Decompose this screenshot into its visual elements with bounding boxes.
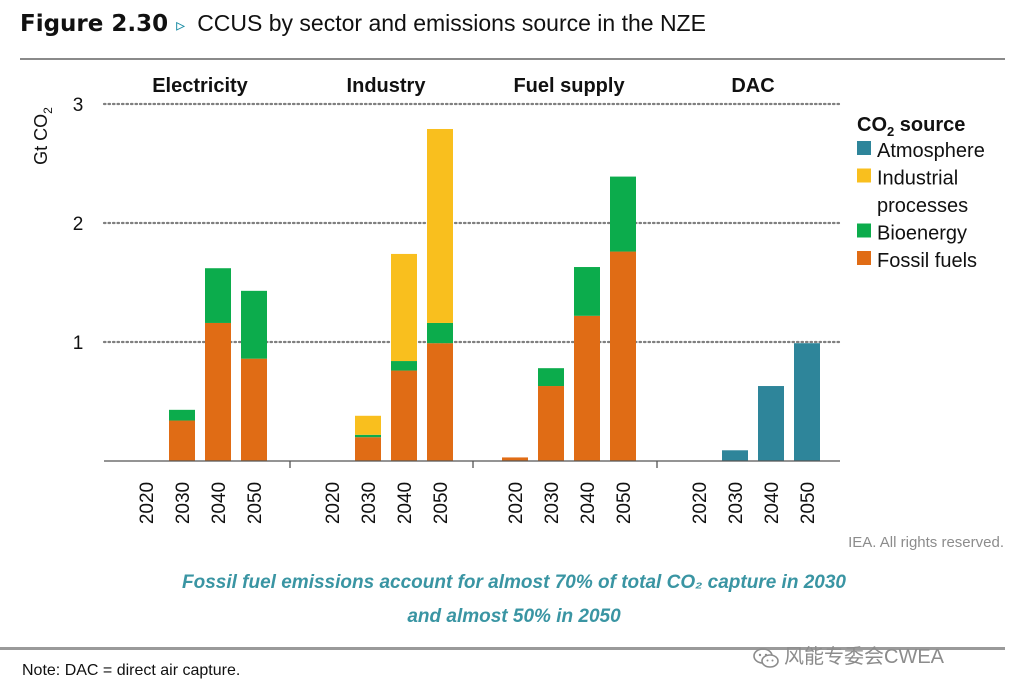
x-tick-label: 2020 — [323, 482, 344, 524]
bar-segment-industrial — [355, 415, 381, 435]
x-tick-label: 2040 — [395, 482, 416, 524]
watermark-text: 风能专委会CWEA — [784, 646, 944, 668]
x-tick-label: 2030 — [726, 482, 747, 524]
bar-segment-industrial — [391, 253, 417, 362]
x-tick-label: 2050 — [245, 482, 266, 524]
top-divider — [20, 58, 1005, 60]
group-label: Industry — [347, 75, 427, 97]
bar-segment-fossil — [169, 420, 195, 461]
bar-segment-fossil — [610, 251, 636, 461]
y-tick-label: 2 — [73, 214, 84, 235]
y-tick-label: 1 — [73, 333, 84, 354]
legend-label-industrial: Industrial — [877, 168, 958, 190]
legend: CO2 sourceAtmosphereIndustrialprocessesB… — [857, 114, 985, 272]
copyright-credit: IEA. All rights reserved. — [848, 534, 1004, 551]
x-tick-label: 2040 — [762, 482, 783, 524]
group-label: Fuel supply — [513, 75, 625, 97]
bar-segment-bioenergy — [574, 267, 600, 316]
legend-label-atmosphere: Atmosphere — [877, 140, 985, 162]
legend-title-rest: source — [894, 114, 965, 136]
bar-segment-fossil — [574, 315, 600, 461]
bar-segment-fossil — [427, 343, 453, 461]
bar-segment-bioenergy — [205, 268, 231, 323]
x-tick-label: 2050 — [614, 482, 635, 524]
legend-label-industrial: processes — [877, 195, 968, 217]
legend-swatch-industrial — [857, 168, 871, 183]
caption-line-2: and almost 50% in 2050 — [407, 606, 621, 627]
x-tick-label: 2050 — [798, 482, 819, 524]
caption-line-1: Fossil fuel emissions account for almost… — [182, 572, 846, 593]
bar-segment-bioenergy — [427, 322, 453, 344]
bar-segment-atmosphere — [722, 450, 748, 461]
figure-arrow-icon: ▹ — [176, 15, 186, 35]
bar-segment-bioenergy — [169, 409, 195, 421]
bar-segment-fossil — [502, 457, 528, 461]
legend-swatch-atmosphere — [857, 141, 871, 155]
x-tick-label: 2050 — [431, 482, 452, 524]
wechat-icon — [753, 647, 779, 668]
group-label: DAC — [731, 75, 774, 97]
bar-segment-fossil — [205, 322, 231, 461]
legend-title-co: CO — [857, 114, 887, 136]
figure-number: Figure 2.30 — [20, 11, 169, 37]
x-tick-label: 2040 — [578, 482, 599, 524]
bar-segment-bioenergy — [538, 368, 564, 387]
x-tick-label: 2030 — [542, 482, 563, 524]
bars — [169, 128, 820, 461]
footnote: Note: DAC = direct air capture. — [22, 662, 241, 679]
bar-segment-fossil — [241, 358, 267, 461]
legend-title-subscript: 2 — [887, 124, 894, 139]
bar-segment-bioenergy — [391, 361, 417, 371]
group-label: Electricity — [152, 75, 248, 97]
bar-segment-atmosphere — [794, 343, 820, 461]
y-axis-label: Gt CO2 — [31, 107, 55, 165]
x-tick-label: 2020 — [506, 482, 527, 524]
bar-segment-fossil — [538, 386, 564, 461]
y-axis-label-text: Gt CO — [31, 114, 51, 165]
y-tick-label: 3 — [73, 95, 84, 116]
x-tick-label: 2020 — [690, 482, 711, 524]
figure-header: Figure 2.30 ▹ CCUS by sector and emissions… — [20, 10, 706, 44]
legend-swatch-bioenergy — [857, 223, 871, 238]
bar-segment-industrial — [427, 128, 453, 323]
watermark: 风能专委会CWEA — [752, 640, 944, 669]
legend-title: CO2 source — [857, 114, 965, 139]
x-tick-label: 2030 — [173, 482, 194, 524]
x-tick-label: 2020 — [137, 482, 158, 524]
legend-swatch-fossil — [857, 251, 871, 265]
bar-segment-atmosphere — [758, 386, 784, 461]
bar-segment-bioenergy — [610, 176, 636, 252]
figure-title: CCUS by sector and emissions source in t… — [197, 10, 706, 36]
bar-segment-bioenergy — [241, 290, 267, 359]
bar-segment-fossil — [391, 370, 417, 461]
bar-segment-bioenergy — [355, 434, 381, 438]
bar-segment-fossil — [355, 437, 381, 461]
x-tick-label: 2040 — [209, 482, 230, 524]
legend-label-bioenergy: Bioenergy — [877, 223, 967, 245]
legend-label-fossil: Fossil fuels — [877, 250, 977, 272]
bottom-divider — [0, 647, 1005, 650]
y-axis-label-subscript: 2 — [41, 107, 55, 114]
x-tick-label: 2030 — [359, 482, 380, 524]
